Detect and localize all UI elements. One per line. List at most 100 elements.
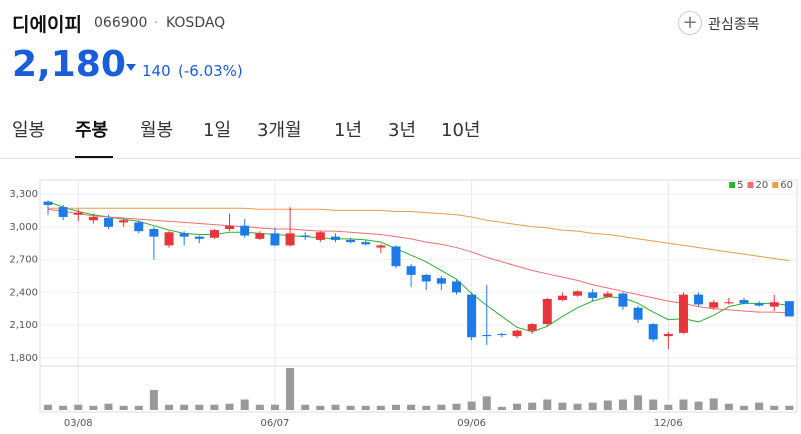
candle-body	[43, 201, 53, 205]
volume-bar	[316, 405, 325, 410]
candle-body	[467, 294, 477, 338]
volume-bar	[149, 390, 158, 410]
volume-bar	[346, 405, 355, 410]
volume-bar	[709, 398, 718, 410]
volume-bar	[649, 399, 658, 410]
candle-body	[88, 216, 98, 221]
tab[interactable]: 10년	[441, 120, 481, 141]
legend-swatch	[747, 182, 754, 188]
candle-body	[436, 278, 446, 284]
candle-body	[557, 295, 567, 301]
candle-body	[754, 303, 764, 306]
candle-body	[406, 266, 416, 275]
candle-body	[648, 324, 658, 340]
volume-bar	[44, 404, 52, 410]
volume-bar	[255, 404, 264, 410]
volume-bar	[739, 405, 748, 410]
down-arrow	[126, 64, 136, 71]
candle-body	[709, 302, 719, 308]
volume-bar	[588, 402, 597, 410]
candle-body	[134, 222, 144, 232]
candle-body	[497, 333, 507, 336]
volume-bar	[391, 404, 400, 410]
candle-body	[300, 235, 310, 237]
candle-body	[119, 220, 129, 223]
candle-body	[512, 330, 522, 337]
tab[interactable]: 1일	[203, 120, 232, 141]
tab[interactable]: 3개월	[257, 120, 302, 141]
volume-bar	[59, 405, 68, 410]
volume-bar	[724, 403, 733, 410]
candle-body	[542, 298, 552, 325]
candle-body	[421, 274, 431, 282]
tab[interactable]: 주봉	[75, 120, 109, 141]
candle-body	[149, 228, 159, 237]
volume-bar	[603, 400, 612, 410]
legend-swatch	[772, 182, 779, 188]
volume-bar	[180, 404, 189, 410]
y-tick-label: 1,800	[9, 353, 38, 364]
candle-body	[633, 307, 643, 320]
candle-body	[179, 233, 189, 237]
candle-body	[240, 225, 250, 236]
x-tick-label: 12/06	[654, 418, 683, 429]
volume-bar	[165, 404, 174, 410]
candle-body	[73, 212, 83, 215]
candle-body	[255, 233, 265, 239]
candle-body	[209, 230, 219, 238]
volume-bar	[452, 403, 461, 410]
tab[interactable]: 일봉	[12, 120, 46, 141]
volume-bar	[89, 405, 98, 410]
volume-bar	[270, 404, 279, 410]
tab[interactable]: 월봉	[140, 120, 174, 141]
candle-body	[315, 232, 325, 240]
volume-bar	[664, 404, 673, 410]
candle-body	[452, 281, 462, 293]
candle-body	[678, 294, 688, 333]
volume-bar	[74, 404, 83, 410]
legend-swatch	[729, 182, 736, 188]
candle-body	[270, 233, 280, 246]
candle-body	[194, 236, 204, 239]
volume-bar	[755, 402, 764, 410]
candle-body	[330, 236, 340, 240]
candle-body	[164, 232, 174, 246]
candle-body	[663, 333, 673, 337]
volume-bar	[240, 399, 249, 410]
price: 2,180	[12, 44, 126, 85]
legend-label: 60	[780, 180, 793, 191]
change: 140	[142, 62, 171, 80]
candle-body	[588, 292, 598, 298]
volume-bar	[104, 403, 113, 410]
volume-bar	[497, 406, 506, 410]
candle-body	[694, 294, 704, 305]
volume-bar	[225, 403, 234, 410]
candle-body	[482, 335, 492, 337]
x-tick-label: 06/07	[261, 418, 290, 429]
candle-body	[573, 291, 583, 296]
volume-bar	[331, 404, 340, 410]
volume-bar	[573, 403, 582, 410]
tab-underline	[75, 156, 113, 158]
watch-icon[interactable]: +	[678, 11, 702, 35]
y-tick-label: 2,100	[9, 320, 38, 331]
candle-body	[527, 324, 537, 331]
volume-bar	[528, 402, 537, 410]
tab[interactable]: 3년	[388, 120, 417, 141]
y-tick-label: 3,300	[9, 189, 38, 200]
y-tick-label: 2,400	[9, 287, 38, 298]
ma-line	[47, 208, 790, 314]
x-tick-label: 09/06	[457, 418, 486, 429]
watch-button[interactable]: 관심종목	[708, 17, 760, 33]
tab[interactable]: 1년	[334, 120, 363, 141]
volume-bar	[195, 404, 204, 410]
volume-bar	[618, 399, 627, 410]
divider	[0, 158, 801, 159]
volume-bar	[437, 404, 446, 410]
y-tick-label: 3,000	[9, 222, 38, 233]
volume-bar	[634, 395, 643, 410]
volume-bar	[119, 405, 128, 410]
candle-body	[376, 245, 386, 248]
plot-frame	[39, 179, 798, 413]
